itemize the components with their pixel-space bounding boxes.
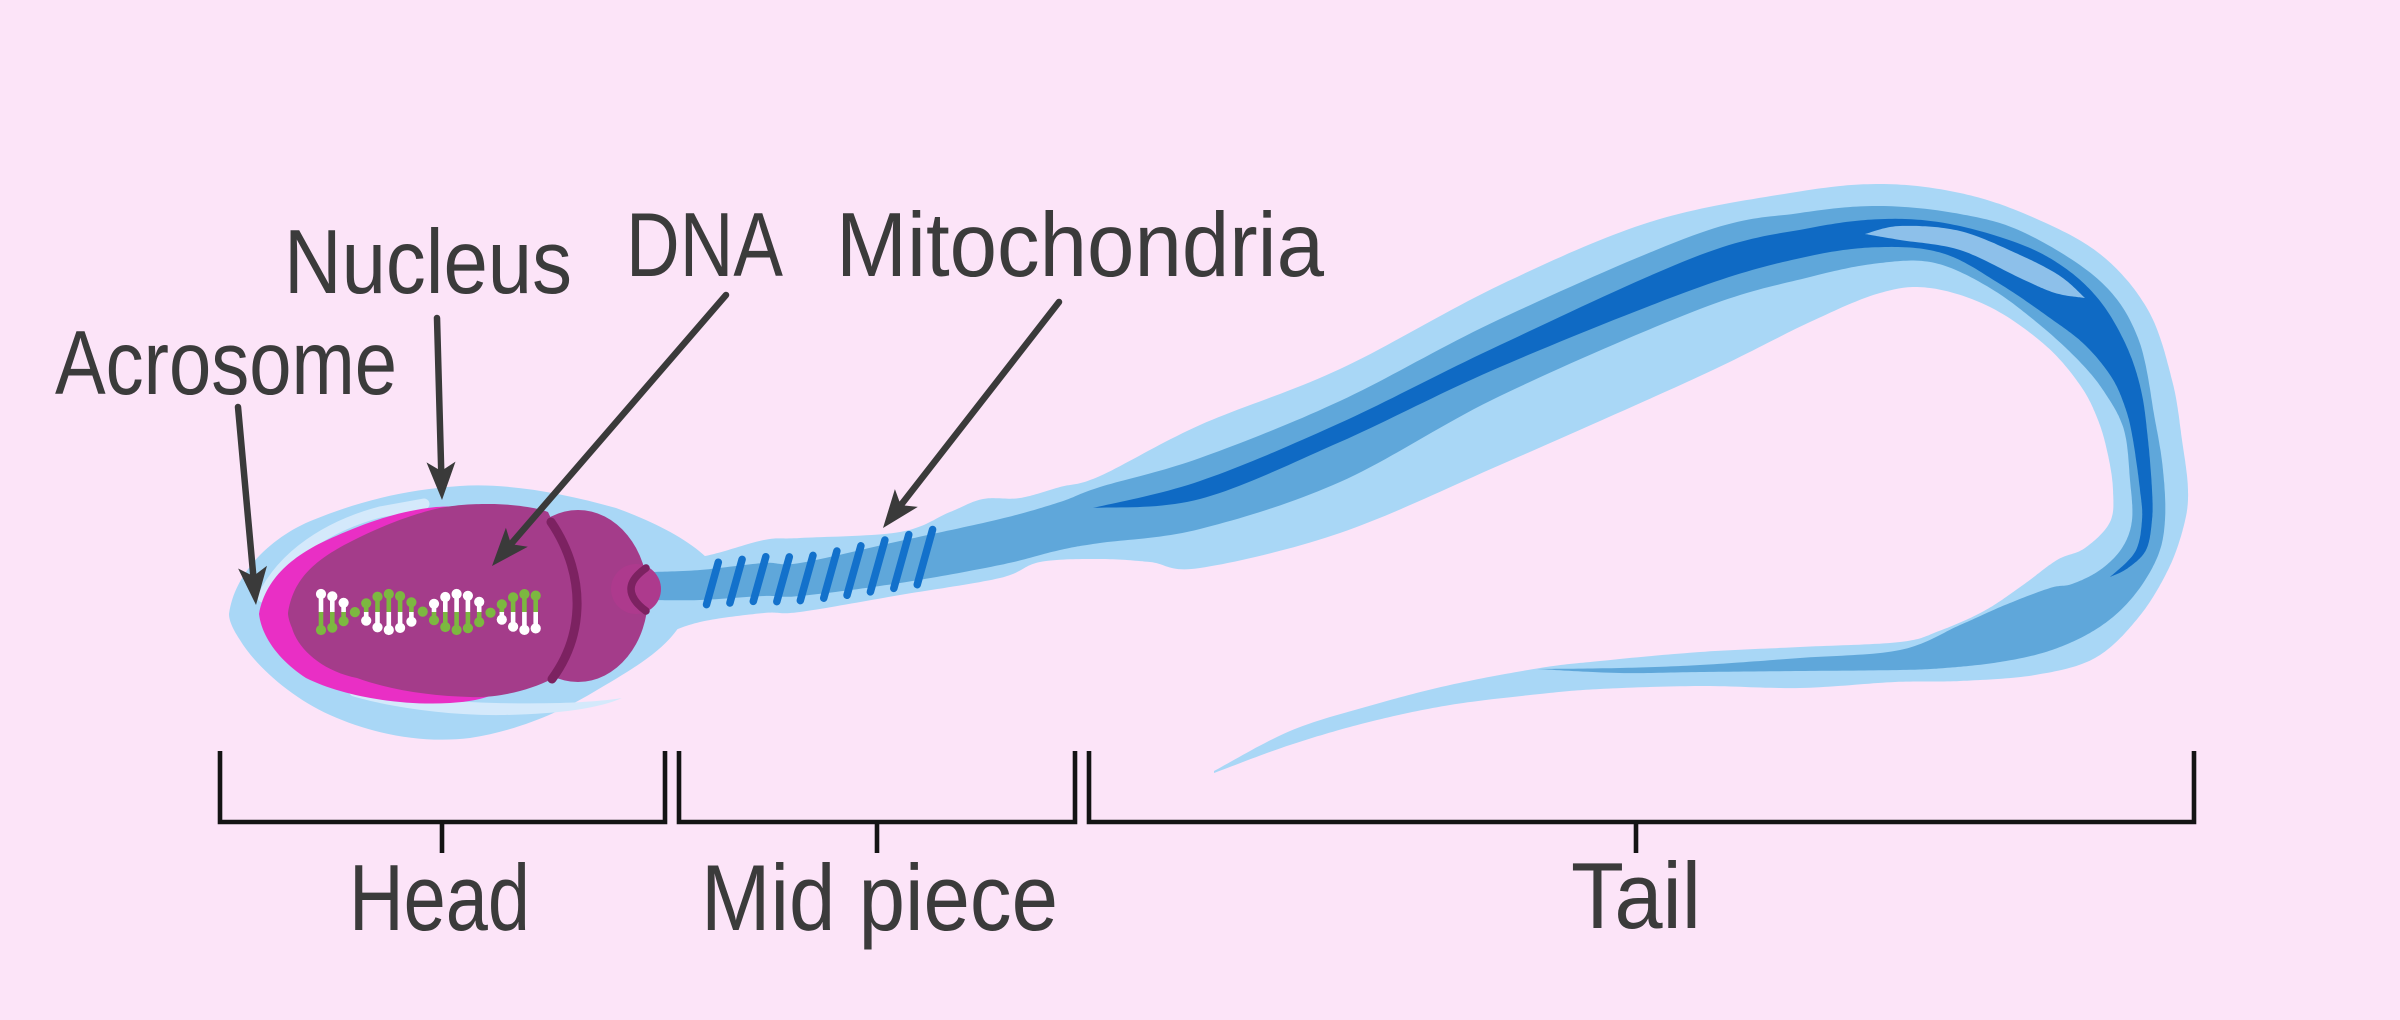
svg-text:DNA: DNA: [626, 195, 783, 296]
svg-text:Head: Head: [349, 845, 530, 950]
svg-text:Nucleus: Nucleus: [284, 212, 572, 313]
svg-text:Tail: Tail: [1571, 843, 1701, 948]
svg-text:Mid piece: Mid piece: [701, 845, 1058, 950]
svg-text:Mitochondria: Mitochondria: [836, 195, 1324, 296]
svg-text:Acrosome: Acrosome: [55, 313, 397, 414]
